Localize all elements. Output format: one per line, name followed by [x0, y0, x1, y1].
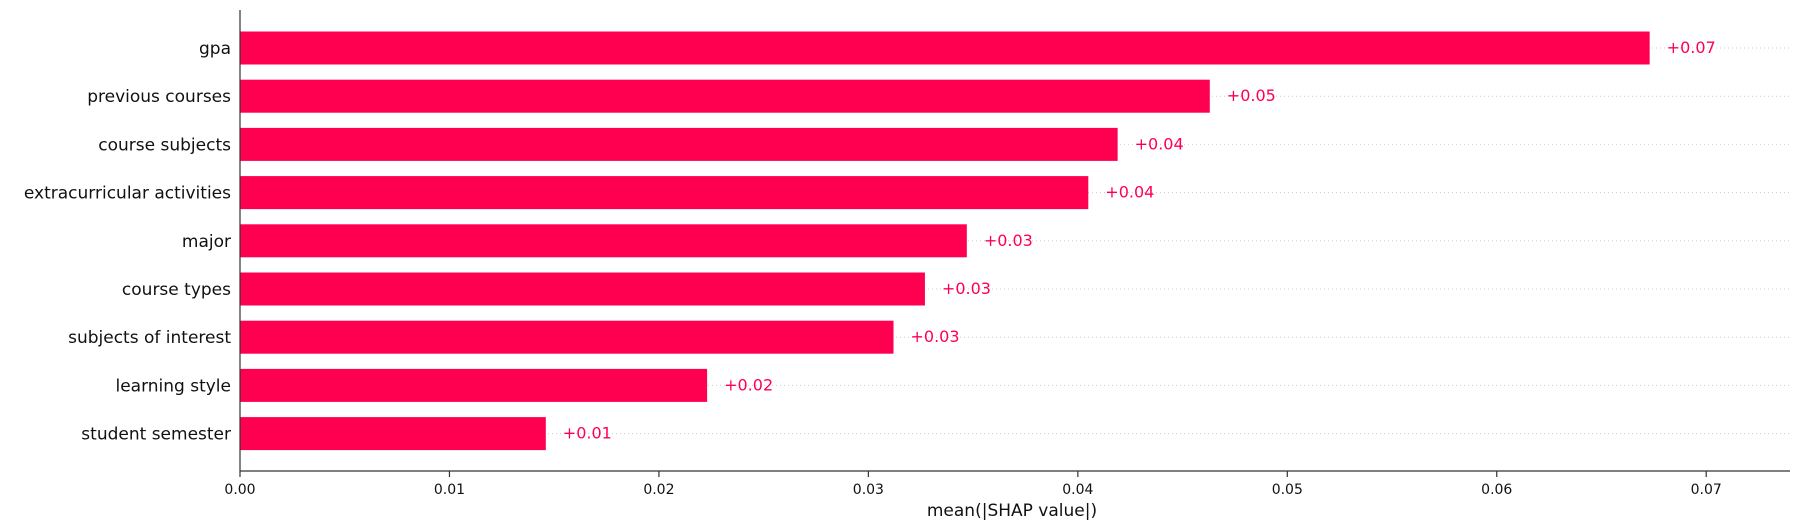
category-label: course types: [122, 280, 231, 300]
value-label: +0.07: [1667, 38, 1716, 57]
value-label: +0.04: [1135, 134, 1184, 153]
x-tick-label: 0.02: [643, 482, 674, 498]
category-label: gpa: [199, 39, 231, 59]
category-label: course subjects: [98, 135, 231, 155]
value-label: +0.05: [1227, 86, 1276, 105]
bar: [240, 224, 967, 258]
x-tick-label: 0.04: [1062, 482, 1093, 498]
value-label: +0.03: [942, 279, 991, 298]
bar: [240, 272, 925, 306]
bar: [240, 368, 708, 402]
x-axis-title: mean(|SHAP value|): [927, 501, 1097, 521]
bar: [240, 417, 546, 451]
category-label: subjects of interest: [68, 328, 231, 348]
value-label: +0.03: [984, 231, 1033, 250]
bar: [240, 127, 1118, 161]
category-label: major: [182, 232, 231, 252]
bar: [240, 31, 1650, 65]
x-tick-label: 0.07: [1691, 482, 1722, 498]
x-tick-label: 0.05: [1272, 482, 1303, 498]
value-labels-group: +0.07 +0.05 +0.04 +0.04 +0.03 +0.03 +0.03 +0.02…: [563, 38, 1716, 443]
x-tick-label: 0.00: [224, 482, 255, 498]
category-label: learning style: [115, 376, 231, 396]
bar: [240, 320, 894, 354]
category-label: student semester: [81, 425, 231, 445]
value-label: +0.02: [724, 375, 773, 394]
value-label: +0.01: [563, 424, 612, 443]
value-label: +0.04: [1105, 183, 1154, 202]
x-tick-label: 0.01: [434, 482, 465, 498]
axes-group: [239, 10, 1790, 472]
bar: [240, 176, 1089, 210]
category-label: previous courses: [87, 87, 231, 107]
bar: [240, 79, 1210, 113]
value-label: +0.03: [911, 327, 960, 346]
bars-group: [240, 31, 1650, 451]
x-tick-label: 0.03: [853, 482, 884, 498]
x-tick-label: 0.06: [1481, 482, 1512, 498]
category-label: extracurricular activities: [24, 184, 231, 204]
x-ticks-group: 0.00 0.01 0.02 0.03 0.04 0.05 0.06 0.07: [224, 471, 1722, 498]
category-labels-group: gpa previous courses course subjects extrac…: [24, 39, 231, 445]
